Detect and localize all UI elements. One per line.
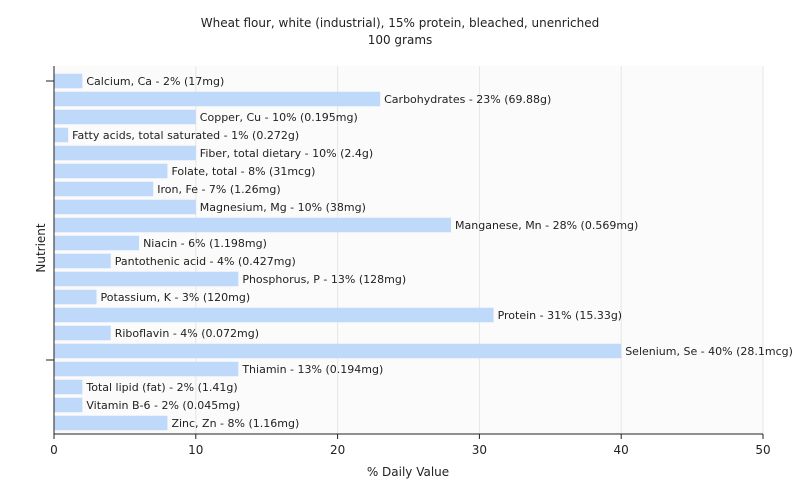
bar-label: Manganese, Mn - 28% (0.569mg) — [455, 219, 638, 232]
bar — [54, 379, 83, 395]
bar-label: Fiber, total dietary - 10% (2.4g) — [200, 147, 373, 160]
bar — [54, 289, 97, 305]
bar — [54, 397, 83, 413]
bar-label: Phosphorus, P - 13% (128mg) — [242, 273, 406, 286]
chart-title: Wheat flour, white (industrial), 15% pro… — [201, 16, 599, 30]
bar — [54, 307, 494, 323]
bar — [54, 361, 239, 377]
x-tick-label: 30 — [472, 443, 487, 457]
bar — [54, 181, 154, 197]
bar — [54, 73, 83, 89]
bar-label: Fatty acids, total saturated - 1% (0.272… — [72, 129, 299, 142]
bar-label: Magnesium, Mg - 10% (38mg) — [200, 201, 366, 214]
bar — [54, 91, 381, 107]
bar — [54, 235, 140, 251]
bar — [54, 217, 452, 233]
bar-label: Folate, total - 8% (31mcg) — [171, 165, 315, 178]
bar-label: Total lipid (fat) - 2% (1.41g) — [85, 381, 237, 394]
bar — [54, 199, 196, 215]
x-tick-label: 0 — [50, 443, 58, 457]
bar-label: Potassium, K - 3% (120mg) — [101, 291, 251, 304]
bar-label: Copper, Cu - 10% (0.195mg) — [200, 111, 358, 124]
bar-label: Riboflavin - 4% (0.072mg) — [115, 327, 259, 340]
bar — [54, 253, 111, 269]
y-axis-label: Nutrient — [34, 223, 48, 273]
x-tick-label: 50 — [755, 443, 770, 457]
bar-label: Pantothenic acid - 4% (0.427mg) — [115, 255, 296, 268]
bar-label: Calcium, Ca - 2% (17mg) — [86, 75, 224, 88]
x-axis-label: % Daily Value — [367, 465, 449, 479]
bar — [54, 145, 196, 161]
bar — [54, 109, 196, 125]
bar-label: Iron, Fe - 7% (1.26mg) — [157, 183, 280, 196]
x-tick-label: 10 — [188, 443, 203, 457]
bar — [54, 343, 622, 359]
bar-label: Protein - 31% (15.33g) — [498, 309, 623, 322]
bar-label: Selenium, Se - 40% (28.1mcg) — [625, 345, 793, 358]
bar-label: Thiamin - 13% (0.194mg) — [241, 363, 383, 376]
plot-area: Calcium, Ca - 2% (17mg) Carbohydrates - 2… — [46, 66, 793, 457]
bar — [54, 127, 69, 143]
bar — [54, 163, 168, 179]
bar-label: Carbohydrates - 23% (69.88g) — [384, 93, 551, 106]
bar-label: Zinc, Zn - 8% (1.16mg) — [171, 417, 299, 430]
bar — [54, 271, 239, 287]
bar — [54, 415, 168, 431]
bar-label: Niacin - 6% (1.198mg) — [143, 237, 267, 250]
x-tick-label: 40 — [614, 443, 629, 457]
bar-label: Vitamin B-6 - 2% (0.045mg) — [86, 399, 240, 412]
x-tick-label: 20 — [330, 443, 345, 457]
bar — [54, 325, 111, 341]
chart-subtitle: 100 grams — [368, 33, 433, 47]
